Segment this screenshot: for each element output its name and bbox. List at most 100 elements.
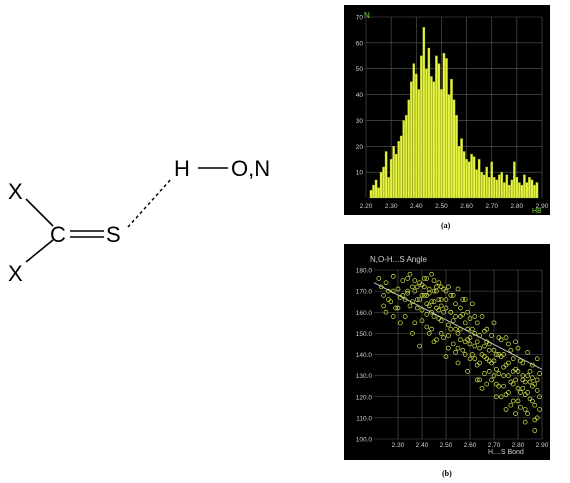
scatter-point	[460, 297, 466, 302]
scatter-point	[503, 335, 509, 340]
scatter-point	[491, 347, 497, 353]
histogram-x-tick: 2.70	[485, 203, 498, 210]
scatter-point	[506, 341, 511, 347]
histogram-bar	[435, 55, 438, 199]
scatter-point	[446, 322, 451, 328]
scatter-point	[489, 377, 494, 383]
molecule-diagram: X X C S H O,N	[8, 156, 270, 286]
scatter-point	[474, 320, 480, 326]
atom-sulfur: S	[106, 222, 121, 247]
scatter-point	[431, 314, 437, 319]
scatter-point	[395, 286, 401, 292]
scatter-point	[443, 354, 449, 359]
scatter-point	[405, 290, 410, 296]
histogram-bar	[460, 138, 463, 199]
histogram-chart: 2.20 2.30 2.40 2.50 2.60 2.70 2.80 2.90 10 20 30 40…	[344, 5, 550, 215]
scatter-point	[477, 360, 482, 366]
scatter-point	[450, 318, 456, 324]
histogram-bar	[492, 177, 496, 199]
histogram-y-tick: 50	[356, 66, 364, 73]
scatter-point	[431, 288, 437, 294]
scatter-point	[527, 396, 533, 402]
scatter-point	[412, 278, 418, 283]
scatter-point	[462, 339, 468, 345]
scatter-y-tick: 180.0	[356, 268, 373, 275]
scatter-point	[494, 352, 499, 357]
scatter-point	[381, 303, 386, 309]
scatter-title: N,O-H...S Angle	[370, 255, 427, 264]
scatter-point	[429, 299, 434, 305]
histogram-bar	[422, 27, 426, 199]
scatter-point	[458, 314, 463, 319]
scatter-point	[522, 407, 528, 412]
scatter-point	[429, 271, 434, 277]
scatter-point	[390, 288, 396, 294]
scatter-point	[412, 288, 418, 294]
histogram-bar	[427, 47, 431, 199]
histogram-x-label: HB	[532, 208, 542, 215]
scatter-point	[402, 314, 408, 319]
histogram-bar	[470, 153, 473, 199]
scatter-point	[515, 398, 521, 404]
scatter-point	[424, 276, 430, 281]
scatter-point	[479, 385, 485, 391]
scatter-point	[501, 352, 506, 357]
scatter-point	[448, 326, 454, 332]
scatter-point	[465, 369, 470, 374]
scatter-point	[386, 288, 391, 294]
histogram-bar	[430, 76, 433, 199]
scatter-y-tick: 100.0	[356, 437, 373, 444]
scatter-point	[455, 345, 461, 351]
scatter-point	[424, 301, 430, 307]
scatter-point	[489, 333, 494, 338]
histogram-bar	[399, 135, 403, 199]
scatter-point	[534, 388, 540, 393]
scatter-point	[518, 358, 523, 364]
histogram-bar	[475, 169, 478, 199]
scatter-point	[474, 377, 480, 383]
scatter-point	[419, 307, 425, 313]
scatter-point	[520, 377, 526, 383]
scatter-point	[422, 284, 427, 290]
scatter-point	[508, 347, 514, 353]
scatter-point	[527, 369, 533, 374]
histogram-bar	[515, 177, 519, 199]
scatter-point	[460, 347, 466, 353]
scatter-point	[498, 394, 504, 400]
histogram-bar	[409, 81, 413, 199]
scatter-point	[410, 299, 415, 305]
atom-x-bottom: X	[8, 261, 23, 286]
scatter-point	[537, 371, 542, 376]
histogram-bar	[432, 81, 436, 199]
histogram-bar	[384, 151, 388, 199]
histogram-bar	[500, 171, 504, 199]
scatter-point	[510, 369, 516, 374]
scatter-y-tick: 120.0	[356, 394, 373, 401]
scatter-point	[429, 309, 434, 315]
scatter-point	[525, 390, 530, 395]
scatter-point	[520, 385, 526, 391]
histogram-x-tick: 2.30	[385, 203, 398, 210]
histogram-bar	[392, 146, 395, 199]
scatter-point	[393, 305, 398, 311]
histogram-bar	[482, 174, 486, 199]
histogram-bar	[382, 166, 385, 199]
scatter-point	[436, 307, 442, 313]
histogram-bar	[455, 115, 458, 199]
histogram-bar	[525, 182, 529, 199]
scatter-point	[414, 284, 420, 290]
scatter-point	[390, 273, 396, 279]
scatter-point	[431, 278, 437, 283]
histogram-bar	[452, 99, 456, 199]
scatter-y-tick: 160.0	[356, 310, 373, 317]
scatter-point	[494, 394, 499, 400]
histogram-bar	[518, 182, 521, 199]
scatter-point	[537, 394, 542, 400]
histogram-bar	[465, 159, 468, 199]
histogram-bar	[533, 184, 536, 199]
scatter-point	[426, 290, 432, 296]
scatter-background	[344, 244, 550, 460]
scatter-point	[407, 303, 413, 309]
scatter-point	[434, 284, 439, 290]
scatter-point	[525, 350, 530, 355]
